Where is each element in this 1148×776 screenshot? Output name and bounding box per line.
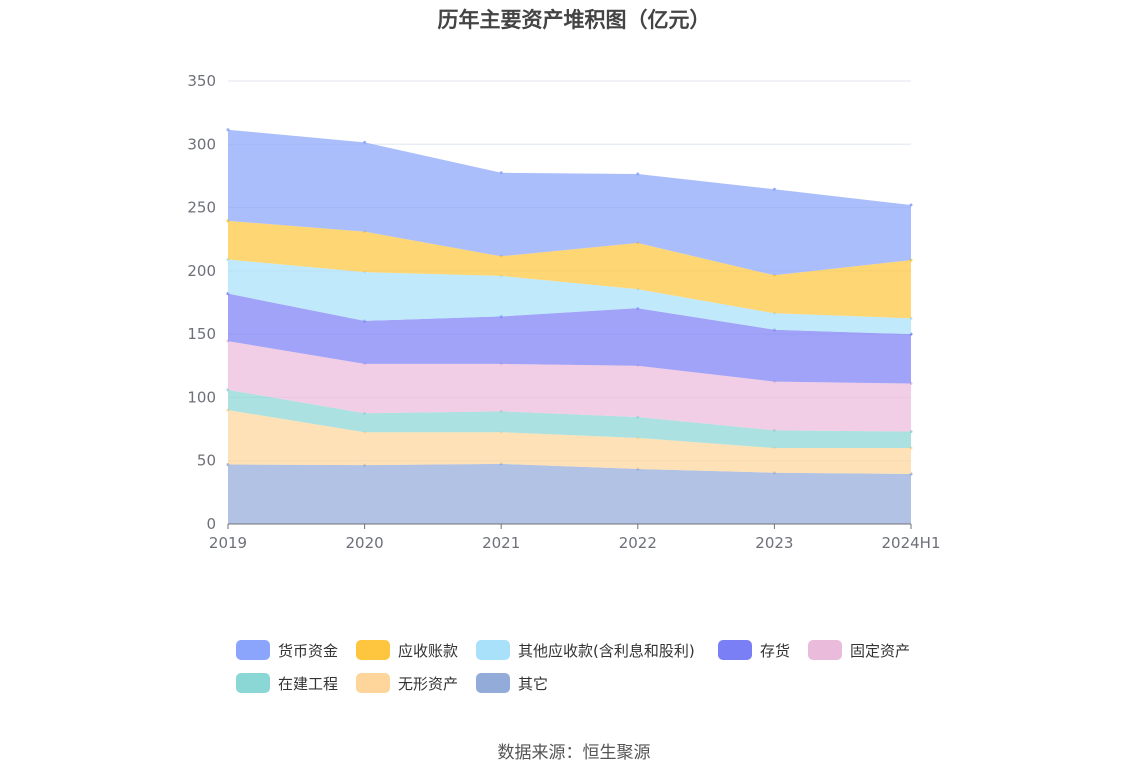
- legend-item[interactable]: 存货: [718, 640, 790, 660]
- x-tick-label: 2019: [209, 534, 247, 552]
- y-tick-label: 50: [197, 452, 216, 470]
- area-series-7: [228, 129, 911, 276]
- chart-title: 历年主要资产堆积图（亿元）: [437, 8, 711, 32]
- x-tick-label: 2024H1: [882, 534, 941, 552]
- area-series-2: [228, 389, 911, 449]
- legend-label: 货币资金: [278, 641, 339, 660]
- area-series-6: [228, 220, 911, 319]
- y-tick-label: 350: [187, 72, 216, 90]
- area-series-0: [228, 463, 911, 524]
- area-series-3: [228, 341, 911, 432]
- legend-item[interactable]: 货币资金: [236, 640, 338, 660]
- legend-swatch: [718, 640, 752, 660]
- legend-swatch: [356, 640, 390, 660]
- area-series-4: [228, 293, 911, 384]
- y-tick-label: 200: [187, 262, 216, 280]
- data-point-7-5: [909, 203, 913, 207]
- legend-label: 其他应收款(含利息和股利): [518, 641, 695, 660]
- y-tick-label: 0: [206, 515, 216, 533]
- legend-item[interactable]: 应收账款: [356, 640, 458, 660]
- legend-item[interactable]: 在建工程: [236, 673, 338, 693]
- x-tick-label: 2022: [619, 534, 657, 552]
- area-series-layer: [226, 128, 913, 524]
- y-tick-label: 250: [187, 199, 216, 217]
- legend-swatch: [236, 640, 270, 660]
- area-series-5: [228, 259, 911, 335]
- area-series-1: [228, 410, 911, 475]
- legend-swatch: [808, 640, 842, 660]
- legend-label: 固定资产: [850, 641, 911, 660]
- x-tick-label: 2020: [346, 534, 384, 552]
- legend-swatch: [476, 640, 510, 660]
- data-point-7-0: [226, 128, 230, 132]
- y-tick-label: 150: [187, 325, 216, 343]
- data-point-7-3: [636, 172, 640, 176]
- legend-label: 其它: [518, 674, 549, 693]
- y-tick-label: 100: [187, 388, 216, 406]
- data-point-7-2: [499, 171, 503, 175]
- data-point-7-4: [772, 187, 776, 191]
- data-point-7-1: [363, 140, 367, 144]
- y-tick-label: 300: [187, 135, 216, 153]
- legend-label: 应收账款: [398, 641, 459, 660]
- axes: 0 50 100 150 200 250 300 350 2019 2020 2021 2022 202…: [187, 72, 940, 552]
- source-note: 数据来源：恒生聚源: [497, 743, 651, 763]
- legend-swatch: [476, 673, 510, 693]
- legend-item[interactable]: 其它: [476, 673, 548, 693]
- legend-swatch: [236, 673, 270, 693]
- legend-label: 无形资产: [398, 674, 459, 693]
- legend-item[interactable]: 固定资产: [808, 640, 910, 660]
- x-tick-label: 2023: [755, 534, 793, 552]
- x-tick-label: 2021: [482, 534, 520, 552]
- legend-item[interactable]: 其他应收款(含利息和股利): [476, 640, 695, 660]
- legend-item[interactable]: 无形资产: [356, 673, 458, 693]
- legend-label: 存货: [760, 641, 791, 660]
- legend-label: 在建工程: [278, 674, 339, 693]
- legend-swatch: [356, 673, 390, 693]
